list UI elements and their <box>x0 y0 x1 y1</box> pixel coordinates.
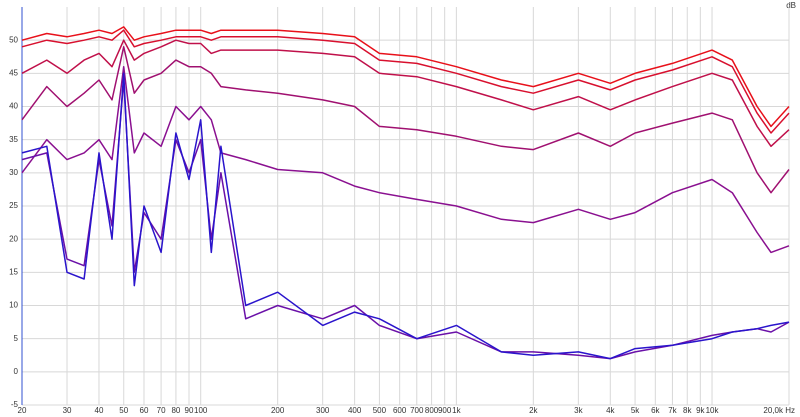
x-tick-label: 10k <box>706 406 720 415</box>
y-tick-label: 30 <box>9 168 18 177</box>
x-tick-label: 2k <box>529 406 538 415</box>
x-tick-label: 6k <box>651 406 660 415</box>
y-tick-label: 15 <box>9 267 18 276</box>
x-tick-label: 600 <box>393 406 407 415</box>
y-tick-label: 25 <box>9 201 18 210</box>
x-tick-label: 80 <box>171 406 180 415</box>
x-tick-label: 50 <box>119 406 128 415</box>
x-tick-label: 3k <box>574 406 583 415</box>
x-tick-label: 5k <box>631 406 640 415</box>
series-line <box>21 39 790 148</box>
x-tick-label: 900 <box>438 406 452 415</box>
x-tick-label: 1k <box>452 406 461 415</box>
x-tick-label: 7k <box>668 406 677 415</box>
x-tick-label: 100 <box>194 406 208 415</box>
x-tick-label: 300 <box>316 406 330 415</box>
x-tick-label: 400 <box>348 406 362 415</box>
y-tick-label: 5 <box>14 334 19 343</box>
x-tick-label: 200 <box>271 406 285 415</box>
y-tick-label: 0 <box>14 367 19 376</box>
x-tick-label: 20 <box>18 406 27 415</box>
y-tick-label: 20 <box>9 234 18 243</box>
x-tick-label: 70 <box>157 406 166 415</box>
y-tick-label: 10 <box>9 301 18 310</box>
series-line <box>21 72 790 360</box>
y-tick-label: 45 <box>9 68 18 77</box>
x-tick-label: 90 <box>185 406 194 415</box>
series-line <box>21 46 790 194</box>
y-tick-label: 35 <box>9 135 18 144</box>
y-unit: dB <box>786 1 796 10</box>
y-tick-label: 50 <box>9 35 18 44</box>
series-line <box>21 65 790 254</box>
x-tick-label: 500 <box>373 406 387 415</box>
y-tick-label: 40 <box>9 102 18 111</box>
x-tick-label: 700 <box>410 406 424 415</box>
series-line <box>21 26 790 128</box>
x-tick-label: 9k <box>696 406 705 415</box>
x-tick-label: 30 <box>63 406 72 415</box>
x-tick-label: 8k <box>683 406 692 415</box>
x-tick-label: 20,0k Hz <box>763 406 795 415</box>
y-tick-label: -5 <box>11 400 19 409</box>
x-tick-label: 800 <box>425 406 439 415</box>
series-line <box>21 29 790 134</box>
x-tick-label: 40 <box>95 406 104 415</box>
x-tick-label: 4k <box>606 406 615 415</box>
x-tick-label: 60 <box>140 406 149 415</box>
